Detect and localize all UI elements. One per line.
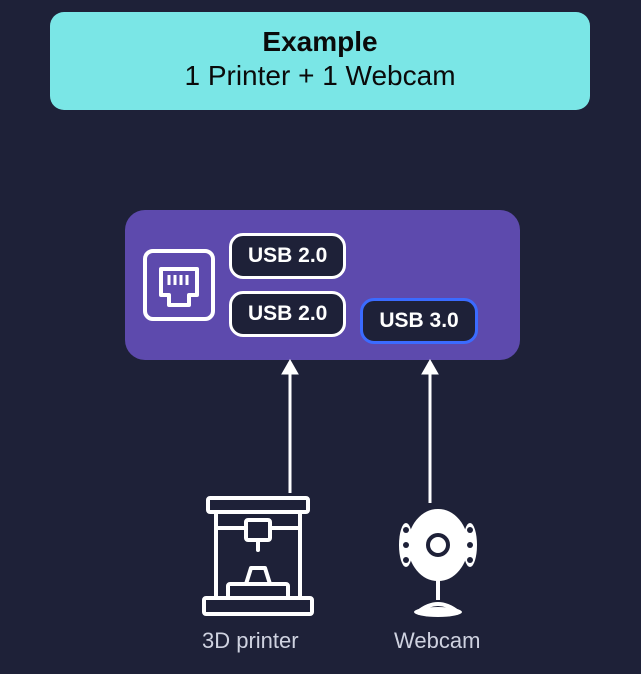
usb2-column: USB 2.0 USB 2.0 (229, 233, 346, 337)
usb2-port-a: USB 2.0 (229, 233, 346, 279)
arrow-webcam (400, 358, 460, 508)
title-line1: Example (70, 26, 570, 58)
title-card: Example 1 Printer + 1 Webcam (50, 12, 590, 110)
usb3-column: USB 3.0 (360, 298, 477, 344)
webcam-icon (388, 500, 488, 620)
webcam-label: Webcam (394, 628, 480, 654)
printer-3d-icon (198, 490, 318, 620)
hub-box: USB 2.0 USB 2.0 USB 3.0 (125, 210, 520, 360)
title-line2: 1 Printer + 1 Webcam (70, 60, 570, 92)
ethernet-port-icon (143, 249, 215, 321)
printer-label: 3D printer (202, 628, 299, 654)
usb2-port-b: USB 2.0 (229, 291, 346, 337)
arrow-printer (260, 358, 320, 498)
usb3-port: USB 3.0 (360, 298, 477, 344)
